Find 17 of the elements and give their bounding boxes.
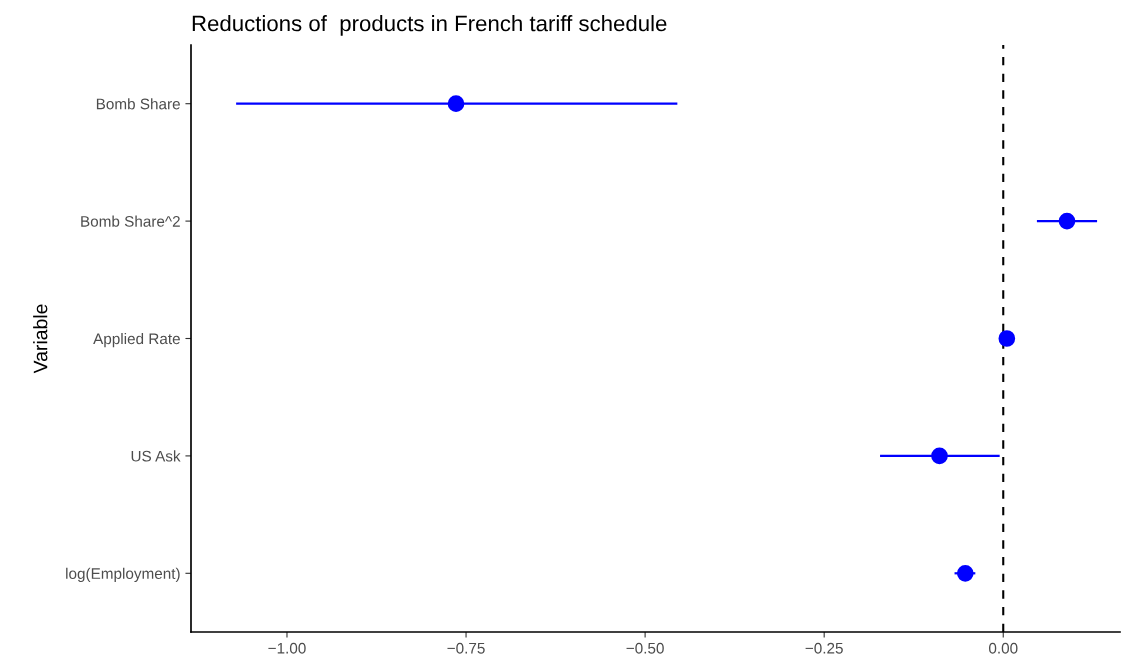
point <box>998 330 1016 347</box>
point <box>1058 212 1076 230</box>
point <box>447 95 465 113</box>
x-tick-label: −0.25 <box>805 642 843 654</box>
y-tick-label: Applied Rate <box>93 332 180 348</box>
y-axis-title: Variable <box>33 304 48 374</box>
y-tick-label: log(Employment) <box>66 567 180 583</box>
point <box>931 447 948 465</box>
x-tick-label: −0.50 <box>626 642 664 654</box>
x-tick-label: −1.00 <box>268 642 306 654</box>
chart-title: Reductions of products in French tariff schedule <box>192 15 667 36</box>
x-tick-label: −0.75 <box>447 642 485 654</box>
y-tick-label: US Ask <box>131 450 181 462</box>
x-tick-label: 0.00 <box>988 642 1018 654</box>
point <box>956 564 974 582</box>
y-tick-label: Bomb Share <box>96 98 180 110</box>
y-tick-label: Bomb Share^2 <box>81 215 180 227</box>
